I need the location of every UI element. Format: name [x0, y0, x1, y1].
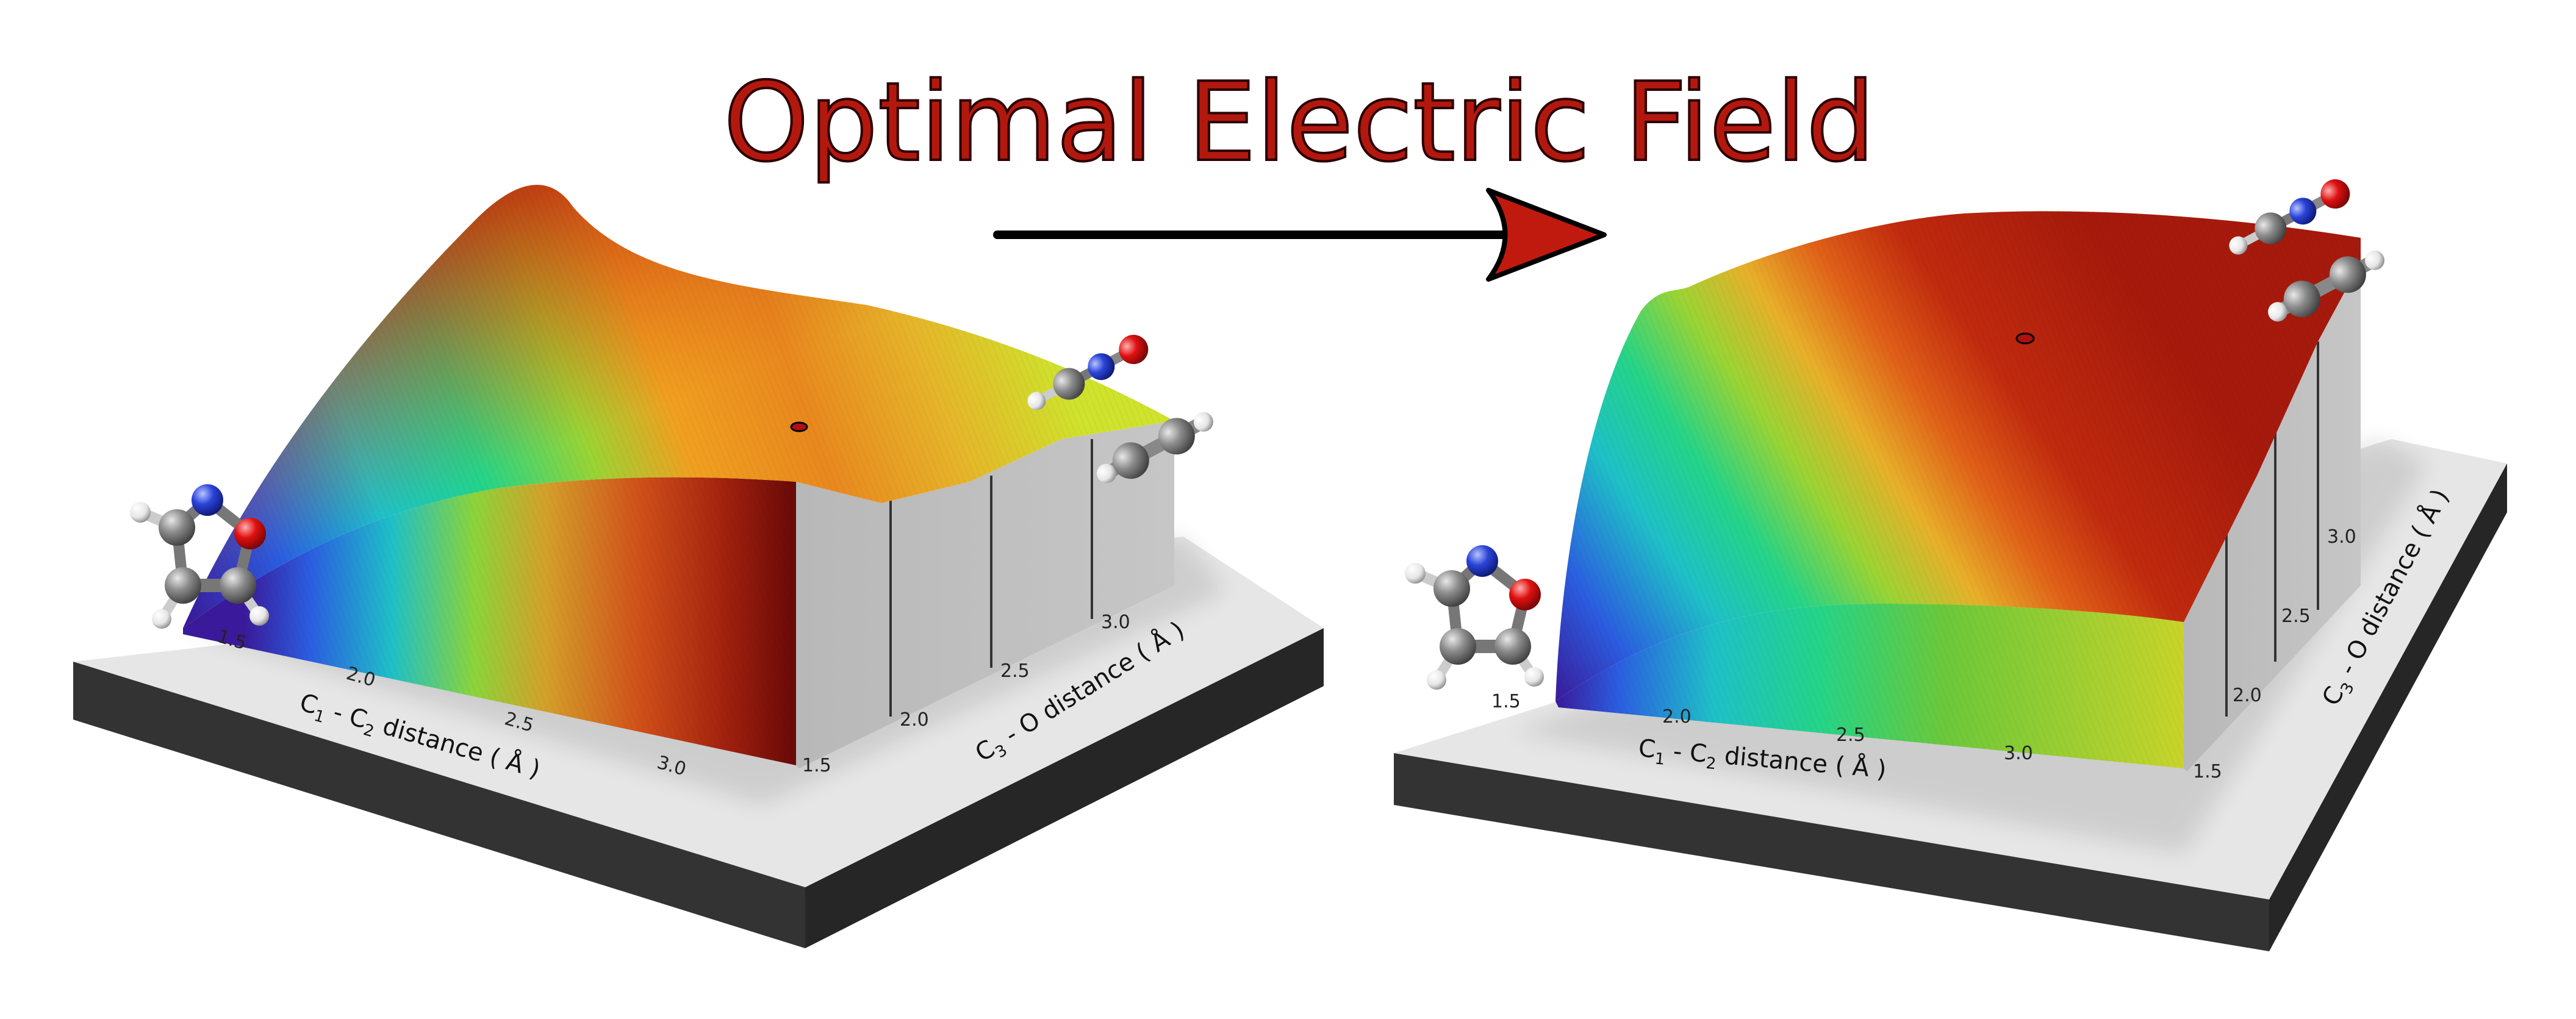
left-y-tick: 3.0 — [1101, 612, 1130, 633]
right-base-front — [1394, 753, 2269, 951]
right-x-tick: 2.0 — [1662, 706, 1692, 728]
left-base-side — [805, 628, 1324, 948]
left-isoxazole-molecule — [130, 484, 269, 629]
right-y-tick: 3.0 — [2327, 526, 2356, 548]
left-acetylene-molecule — [1097, 412, 1213, 484]
right-x-tick: 1.5 — [1491, 691, 1521, 712]
right-y-tick: 2.0 — [2233, 685, 2262, 706]
left-y-tick: 2.0 — [900, 709, 929, 731]
right-hnco-molecule — [2229, 179, 2350, 255]
right-isoxazole-molecule — [1405, 545, 1544, 690]
left-hnco-molecule — [1027, 335, 1149, 410]
right-y-tick: 1.5 — [2193, 761, 2222, 782]
left-saddle-point-marker — [790, 421, 808, 432]
left-panel: 1.5 2.0 2.5 3.0 C1 - C2 distance ( Å ) 1… — [73, 185, 1324, 948]
figure-title: Optimal Electric Field — [723, 59, 1875, 185]
left-base-front — [73, 662, 805, 948]
right-x-tick: 2.5 — [1836, 724, 1865, 746]
right-saddle-point-marker — [2015, 332, 2035, 345]
right-panel: 1.5 2.0 2.5 3.0 C1 - C2 distance ( Å ) 1… — [1394, 179, 2507, 951]
right-side-wall — [2184, 262, 2361, 771]
right-base-side — [2269, 463, 2507, 951]
left-y-tick: 1.5 — [802, 755, 831, 776]
left-y-tick: 2.5 — [1000, 660, 1030, 682]
right-y-tick: 2.5 — [2281, 606, 2311, 627]
right-acetylene-molecule — [2268, 250, 2384, 322]
right-x-tick: 3.0 — [2004, 743, 2033, 764]
field-arrow — [993, 188, 1607, 282]
